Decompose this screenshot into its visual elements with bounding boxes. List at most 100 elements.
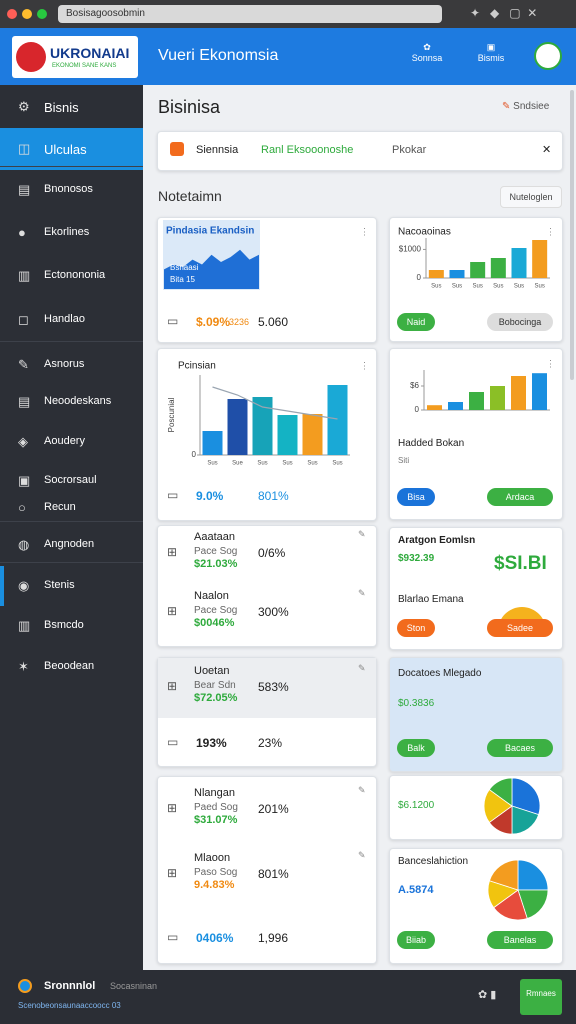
- row-icon: ⊞: [167, 545, 178, 559]
- sidebar-item[interactable]: Bisnis: [44, 100, 79, 115]
- sidebar-icon: ▤: [18, 182, 31, 197]
- row-sub: Bear Sdn: [194, 680, 236, 691]
- button[interactable]: Bacaes: [487, 739, 553, 757]
- nav-item[interactable]: ▣ Bismis: [477, 42, 505, 63]
- button[interactable]: Ardaca: [487, 488, 553, 506]
- logo[interactable]: UKRONAIAI EKONOMI SANE KANS: [12, 36, 138, 78]
- footer-line: Scenobeonsaunaaccoocc 03: [18, 1001, 121, 1010]
- pie-value: $6.1200: [398, 800, 435, 811]
- row-value: 193%: [196, 736, 227, 750]
- sidebar-item[interactable]: Bsmcdo: [44, 619, 84, 631]
- sidebar-item[interactable]: Recun: [44, 501, 76, 513]
- sidebar-icon: ◫: [18, 141, 31, 156]
- row-right: 801%: [258, 867, 289, 881]
- panel-value: $0.3836: [398, 698, 435, 709]
- sidebar-icon: ○: [18, 500, 26, 515]
- close-icon[interactable]: ✕: [542, 144, 552, 156]
- row-more: ✎: [358, 785, 366, 795]
- footer-title: Sronnnlol: [44, 980, 96, 992]
- chart-title: Hadded Bokan: [398, 438, 465, 449]
- row-name: Naalon: [194, 590, 229, 602]
- sidebar-item[interactable]: Neoodeskans: [44, 395, 112, 407]
- panel-big-value: $SI.BI: [494, 553, 547, 574]
- button[interactable]: Bisa: [397, 488, 435, 506]
- row-name: Aaataan: [194, 531, 235, 543]
- button[interactable]: Balk: [397, 739, 435, 757]
- button[interactable]: Ston: [397, 619, 435, 637]
- section-button[interactable]: Nuteloglen: [500, 186, 562, 208]
- row-sub: Paso Sog: [194, 867, 238, 878]
- sidebar-item[interactable]: Aoudery: [44, 435, 85, 447]
- sidebar-divider: [0, 341, 143, 342]
- section-title: Notetaimn: [158, 188, 222, 204]
- pie-title: Banceslahiction: [398, 856, 469, 867]
- sidebar-icon: ◈: [18, 434, 28, 449]
- url-bar[interactable]: Bosisagoosobmin: [58, 5, 442, 23]
- sidebar-item[interactable]: Angnoden: [44, 538, 95, 550]
- footer-button[interactable]: Rmnaes: [520, 979, 562, 1015]
- row-value: $.09%: [196, 315, 231, 329]
- sidebar-item[interactable]: Beoodean: [44, 660, 95, 672]
- card-highlight: [158, 658, 376, 718]
- row-sub: Paed Sog: [194, 802, 238, 813]
- sidebar-item[interactable]: Handlao: [44, 313, 85, 325]
- row-name: Nlangan: [194, 787, 235, 799]
- nav-label: Sonnsa: [411, 53, 443, 63]
- row-icon: ⊞: [167, 866, 178, 880]
- sidebar-item[interactable]: Asnorus: [44, 358, 85, 370]
- row-name: Uoetan: [194, 665, 230, 677]
- nav-label: Bismis: [477, 53, 505, 63]
- close-dot[interactable]: [7, 9, 17, 19]
- sidebar-item[interactable]: Stenis: [44, 579, 75, 591]
- row-more: ✎: [358, 588, 366, 598]
- link-text: Sndsiee: [513, 101, 550, 112]
- min-dot[interactable]: [22, 9, 32, 19]
- sidebar-icon: ◉: [18, 578, 30, 593]
- sidebar-item[interactable]: Ekorlines: [44, 226, 90, 238]
- logo-emblem: [16, 42, 46, 72]
- sidebar-icon: ●: [18, 225, 26, 240]
- sidebar: ⚙ Bisnis ◫ Ulculas ▤ Bnonosos ● Ekorlines ▥ Ecton…: [0, 85, 143, 970]
- sidebar-icon: ✎: [18, 357, 29, 372]
- panel-title: Docatoes Mlegado: [398, 668, 482, 679]
- scrollbar[interactable]: [570, 90, 574, 380]
- nav-item[interactable]: ✿ Sonnsa: [411, 42, 443, 63]
- row-value: $0046%: [194, 617, 235, 629]
- row-value: $21.03%: [194, 558, 238, 570]
- row-icon: ▭: [167, 930, 179, 944]
- filter[interactable]: Ranl Eksooonoshe: [261, 144, 354, 156]
- sidebar-item[interactable]: Ectonononia: [44, 269, 106, 281]
- card: [157, 525, 377, 647]
- footer-sub[interactable]: Socasninan: [110, 981, 158, 991]
- card: [157, 657, 377, 767]
- sidebar-item[interactable]: Bnonosos: [44, 183, 93, 195]
- max-dot[interactable]: [37, 9, 47, 19]
- button[interactable]: Sadee: [487, 619, 553, 637]
- sidebar-icon: ▣: [18, 473, 31, 488]
- window-icons: ✦ ◆ ▢ ✕: [470, 6, 538, 20]
- button[interactable]: Bobocinga: [487, 313, 553, 331]
- row-right: 801%: [258, 489, 289, 503]
- filter[interactable]: Siennsia: [196, 144, 239, 156]
- button[interactable]: Naid: [397, 313, 435, 331]
- sidebar-divider: [0, 562, 143, 563]
- row-value: 9.4.83%: [194, 879, 235, 891]
- button[interactable]: Biiab: [397, 931, 435, 949]
- filter[interactable]: Pkokar: [392, 144, 427, 156]
- row-right: 1,996: [258, 931, 289, 945]
- row-value: 9.0%: [196, 489, 224, 503]
- filter-icon: [170, 142, 184, 156]
- page-title: Bisinisa: [158, 97, 221, 117]
- row-right: 583%: [258, 680, 289, 694]
- sidebar-item[interactable]: Socrorsaul: [44, 474, 97, 486]
- sidebar-icon: ◍: [18, 537, 30, 552]
- sparkline-panel: [163, 220, 260, 290]
- avatar[interactable]: [534, 42, 562, 70]
- row-right: 300%: [258, 605, 289, 619]
- sidebar-item[interactable]: Ulculas: [44, 142, 87, 157]
- pie-value: A.5874: [398, 884, 434, 896]
- row-more: ✎: [358, 529, 366, 539]
- panel-title: Blarlao Emana: [398, 594, 464, 605]
- link[interactable]: ✎ Sndsiee: [502, 101, 550, 112]
- button[interactable]: Banelas: [487, 931, 553, 949]
